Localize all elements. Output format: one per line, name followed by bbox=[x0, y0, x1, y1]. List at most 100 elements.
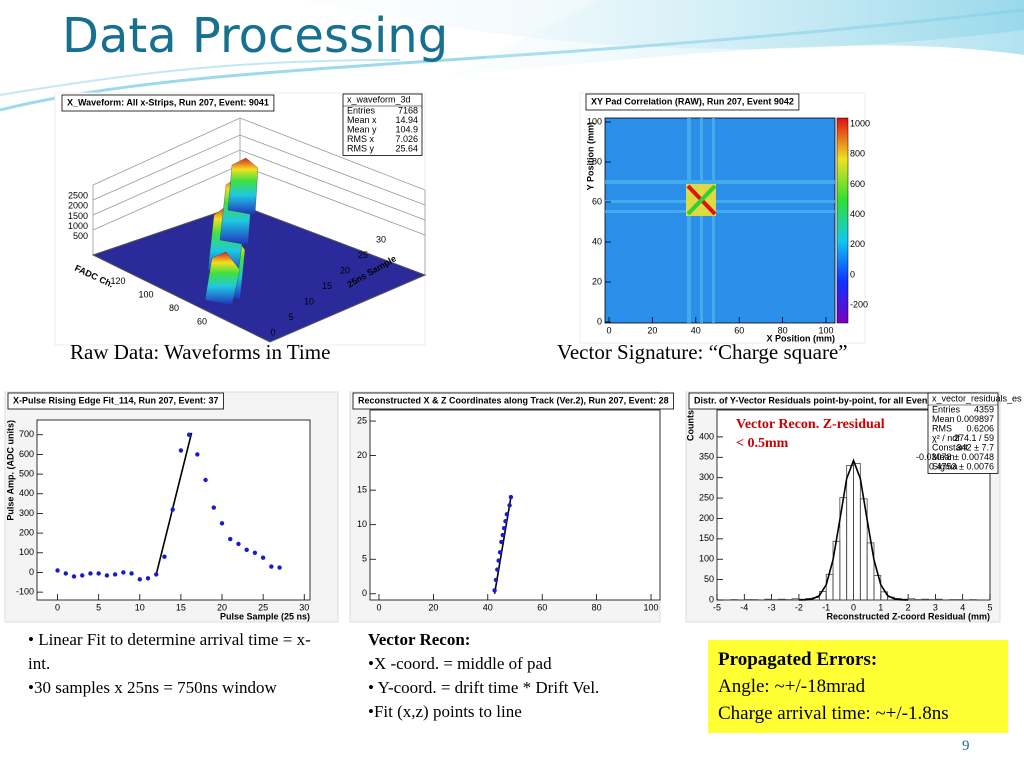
sample-tick-label: 5 bbox=[288, 312, 293, 322]
color-tick-label: 200 bbox=[850, 239, 865, 249]
x-tick-label: 80 bbox=[592, 602, 602, 612]
y-tick-label: 0 bbox=[597, 316, 602, 326]
x-tick-label: 25 bbox=[258, 602, 268, 612]
bullet: • Linear Fit to determine arrival time =… bbox=[28, 630, 311, 673]
lego-frame bbox=[92, 117, 426, 275]
sample-tick-label: 25 bbox=[358, 250, 368, 260]
x-tick-label: 100 bbox=[818, 325, 833, 335]
z-tick-label: 500 bbox=[73, 231, 88, 241]
title-box bbox=[61, 94, 275, 112]
y-tick-label: 60 bbox=[592, 196, 602, 206]
point bbox=[495, 567, 500, 572]
color-tick-label: 1000 bbox=[850, 118, 870, 128]
sample-tick-label: 30 bbox=[376, 234, 386, 244]
point bbox=[252, 550, 258, 555]
channel-tick-label: 60 bbox=[197, 316, 207, 326]
point bbox=[228, 536, 233, 542]
x-tick-label: -4 bbox=[740, 602, 748, 612]
x-tick-label: 20 bbox=[647, 325, 657, 335]
point bbox=[63, 571, 68, 576]
stats-name: x_vector_residuals_es bbox=[932, 393, 1022, 403]
point bbox=[186, 432, 192, 437]
y-tick-label: 350 bbox=[699, 452, 714, 462]
stats-label: Mean bbox=[932, 414, 955, 424]
lego-peaks bbox=[204, 157, 259, 306]
point bbox=[496, 558, 501, 563]
y-tick-label: 300 bbox=[699, 472, 714, 482]
stats-value: 0.4753 ± 0.0076 bbox=[929, 461, 994, 471]
plot-title: XY Pad Correlation (RAW), Run 207, Event… bbox=[591, 96, 794, 106]
y-tick-label: 250 bbox=[699, 492, 714, 502]
y-tick-label: 20 bbox=[592, 276, 602, 286]
stats-value: 274.1 / 59 bbox=[954, 433, 994, 443]
point bbox=[499, 539, 504, 545]
point bbox=[145, 576, 151, 581]
x-tick-label: 20 bbox=[217, 602, 227, 612]
y-tick-label: 40 bbox=[592, 236, 602, 246]
stats-label: Entries bbox=[932, 404, 961, 414]
heading: Propagated Errors: bbox=[718, 649, 878, 670]
y-tick-label: -100 bbox=[16, 587, 34, 597]
sample-tick-label: 20 bbox=[340, 265, 350, 275]
left-notes: • Linear Fit to determine arrival time =… bbox=[28, 628, 328, 700]
charge-diagonal bbox=[686, 184, 717, 216]
x-tick-label: 30 bbox=[299, 602, 309, 612]
x-tick-label: 60 bbox=[537, 602, 547, 612]
y-tick-label: 20 bbox=[357, 450, 367, 460]
stats-label: RMS bbox=[932, 423, 952, 433]
stats-value: 14.94 bbox=[395, 115, 418, 125]
color-tick-label: 0 bbox=[850, 269, 855, 279]
point bbox=[96, 571, 101, 576]
y-tick-label: 50 bbox=[704, 574, 714, 584]
x-tick-label: 1 bbox=[878, 602, 883, 612]
stats-value: 7168 bbox=[398, 105, 418, 115]
point bbox=[500, 532, 505, 538]
point bbox=[88, 571, 93, 576]
line: Angle: ~+/-18mrad bbox=[718, 676, 866, 697]
stats-value: 25.64 bbox=[395, 143, 418, 153]
point bbox=[493, 577, 499, 583]
bin bbox=[873, 575, 882, 601]
y-tick-label: 0 bbox=[709, 594, 714, 604]
errors-box: Propagated Errors: Angle: ~+/-18mrad Cha… bbox=[708, 640, 1008, 733]
point bbox=[277, 565, 282, 570]
color-tick-label: 800 bbox=[850, 149, 865, 159]
y-tick-label: 700 bbox=[19, 429, 34, 439]
stats-box bbox=[927, 392, 999, 474]
point bbox=[236, 541, 241, 547]
stats-name: x_waveform_3d bbox=[347, 94, 411, 104]
point bbox=[80, 573, 85, 578]
point bbox=[203, 477, 208, 483]
stats-label: RMS x bbox=[347, 134, 375, 144]
stats-value: -0.03078 ± 0.00748 bbox=[916, 452, 994, 462]
slide-title: Data Processing bbox=[62, 8, 449, 64]
stats-value: 7.026 bbox=[395, 134, 418, 144]
lego-floor bbox=[91, 204, 427, 343]
z-tick-label: 2500 bbox=[68, 190, 88, 200]
bullet: •X -coord. = middle of pad bbox=[368, 654, 552, 673]
plot-title: X_Waveform: All x-Strips, Run 207, Event… bbox=[67, 97, 269, 107]
channel-tick-label: 80 bbox=[169, 303, 179, 313]
y-tick-label: 200 bbox=[699, 513, 714, 523]
point bbox=[501, 525, 507, 531]
y-tick-label: 80 bbox=[592, 156, 602, 166]
plot-area bbox=[369, 409, 661, 601]
point bbox=[492, 588, 497, 593]
y-tick-label: 600 bbox=[19, 449, 34, 459]
point bbox=[154, 572, 159, 577]
stats-label: Mean bbox=[932, 452, 955, 462]
bullet: • Y-coord. = drift time * Drift Vel. bbox=[368, 678, 600, 697]
stats-label: RMS y bbox=[347, 143, 375, 153]
channel-tick-label: 100 bbox=[138, 290, 153, 300]
sample-tick-label: 0 bbox=[270, 327, 275, 337]
title-box bbox=[352, 392, 674, 410]
point bbox=[112, 572, 118, 577]
x-tick-label: 80 bbox=[778, 325, 788, 335]
point bbox=[195, 452, 200, 457]
x-tick-label: 40 bbox=[483, 602, 493, 612]
x-tick-label: 5 bbox=[987, 602, 992, 612]
point bbox=[178, 448, 184, 453]
point bbox=[55, 568, 60, 573]
y-axis-label: Pulse Amp. (ADC units) bbox=[5, 420, 15, 521]
